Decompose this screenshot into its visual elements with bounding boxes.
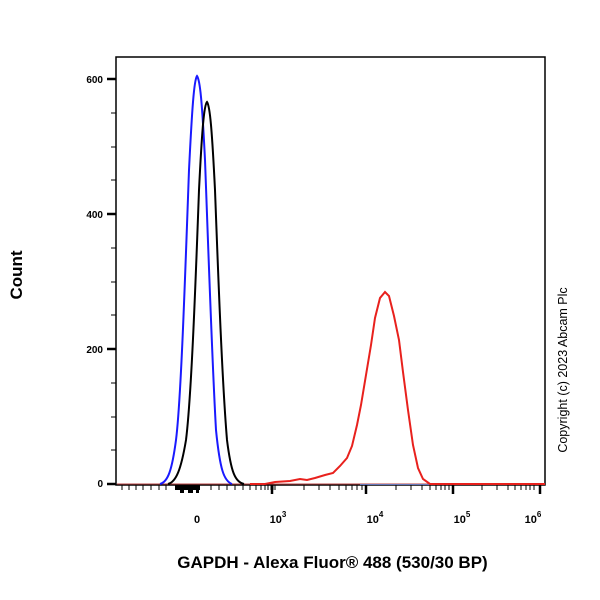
series-red-curve [250, 290, 545, 485]
series-blue-curve [159, 74, 233, 485]
y-tick-0: 0 [97, 479, 103, 490]
y-tick-labels: 600 400 200 0 [86, 75, 103, 490]
y-tick-200: 200 [86, 345, 103, 356]
x-tick-1e3: 103 [270, 510, 287, 526]
series-black-curve [167, 100, 245, 485]
y-axis-label: Count [7, 250, 26, 300]
x-tick-0: 0 [194, 514, 200, 526]
x-tick-labels: 0 103 104 105 106 [194, 510, 542, 526]
copyright-notice: Copyright (c) 2023 Abcam Plc [556, 287, 570, 453]
x-tick-1e4: 104 [367, 510, 384, 526]
x-tick-1e5: 105 [454, 510, 471, 526]
y-tick-600: 600 [86, 75, 103, 86]
x-tick-1e6: 106 [525, 510, 542, 526]
y-axis [107, 77, 116, 486]
plot-frame [115, 56, 546, 486]
x-axis [121, 485, 542, 494]
y-tick-400: 400 [86, 210, 103, 221]
x-axis-label: GAPDH - Alexa Fluor® 488 (530/30 BP) [177, 553, 488, 572]
